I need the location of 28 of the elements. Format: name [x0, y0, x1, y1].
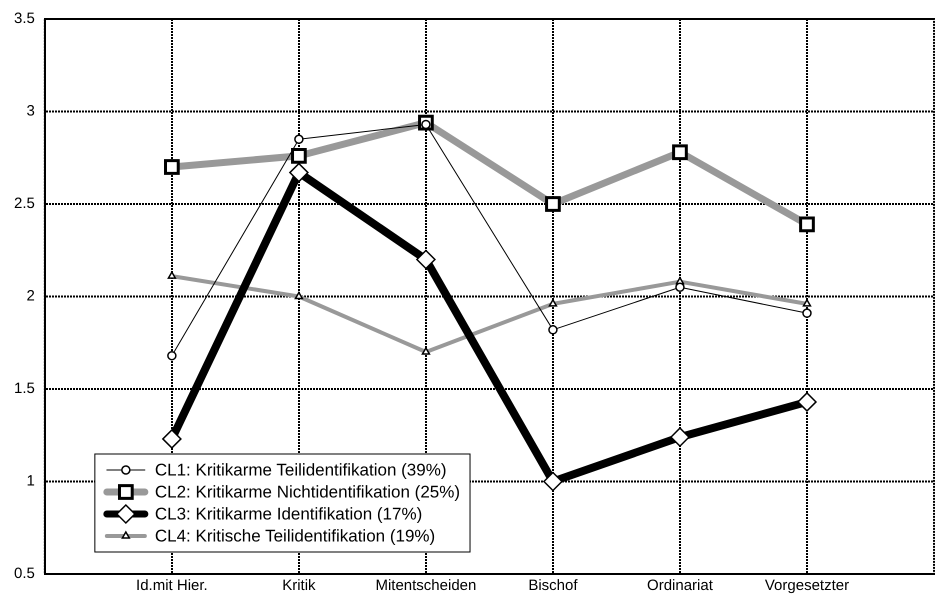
y-tick-label: 2 — [26, 288, 35, 305]
legend-label: CL4: Kritische Teilidentifikation (19%) — [154, 526, 436, 546]
y-tick-label: 3 — [26, 102, 35, 120]
point — [167, 350, 177, 360]
x-tick-label: Id.mit Hier. — [136, 577, 208, 594]
legend-label: CL2: Kritikarme Nichtidentifikation (25%) — [154, 482, 460, 502]
legend-label: CL3: Kritikarme Identifikation (17%) — [154, 504, 422, 524]
point — [416, 250, 436, 270]
x-tick-label: Vorgesetzter — [764, 577, 850, 594]
y-tick-label: 0.5 — [14, 565, 35, 582]
point — [548, 325, 558, 335]
point — [802, 308, 812, 318]
x-tick-label: Bischof — [528, 577, 578, 594]
y-tick-label: 1 — [26, 472, 35, 490]
point — [162, 429, 182, 449]
point — [289, 162, 309, 182]
y-tick-label: 3.5 — [14, 10, 35, 28]
y-tick-label: 2.5 — [14, 195, 35, 212]
y-tick-label: 1.5 — [14, 380, 35, 398]
x-tick-label: Ordinariat — [647, 577, 714, 594]
point — [543, 472, 563, 492]
x-tick-label: Kritik — [282, 577, 316, 594]
point — [675, 282, 685, 292]
point — [294, 134, 304, 144]
point — [670, 427, 690, 447]
x-tick-label: Mitentscheiden — [375, 577, 476, 594]
legend-label: CL1: Kritikarme Teilidentifikation (39%) — [154, 460, 446, 480]
point — [797, 392, 817, 412]
